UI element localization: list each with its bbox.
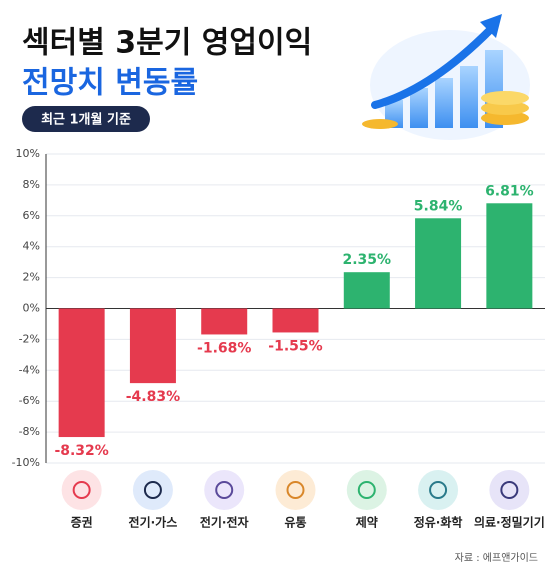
badge: 최근 1개월 기준 xyxy=(41,112,131,128)
value-label: 6.81% xyxy=(485,183,534,199)
sector-icon xyxy=(346,470,387,510)
chart-subtitle: 전망치 변동률 xyxy=(22,66,198,101)
x-tick-label: 의료·정밀기기 xyxy=(474,515,545,530)
y-tick-label: -6% xyxy=(19,394,40,407)
x-tick-label: 전기·가스 xyxy=(129,515,178,530)
y-tick-label: 8% xyxy=(23,178,40,191)
sector-icon-mark xyxy=(143,481,162,499)
value-label: -1.68% xyxy=(197,340,251,356)
value-label: -4.83% xyxy=(126,389,180,405)
sector-icon xyxy=(61,470,102,510)
bar xyxy=(272,308,319,333)
y-tick-label: 0% xyxy=(23,302,40,315)
bar xyxy=(343,272,390,309)
value-label: 5.84% xyxy=(414,198,463,214)
sector-icon xyxy=(275,470,316,510)
bar xyxy=(486,203,533,309)
bar xyxy=(415,218,462,309)
sector-icon-mark xyxy=(357,481,376,499)
y-tick-label: 6% xyxy=(23,209,40,222)
y-tick-label: 2% xyxy=(23,271,40,284)
value-label: -8.32% xyxy=(54,443,108,459)
sector-icon xyxy=(418,470,459,510)
bar xyxy=(129,308,176,384)
badge-bg xyxy=(22,106,150,132)
bar xyxy=(201,308,248,335)
sector-icon-mark xyxy=(215,481,234,499)
y-tick-label: -4% xyxy=(19,363,40,376)
y-tick-label: -10% xyxy=(12,456,40,469)
illustration xyxy=(362,14,530,140)
value-label: -1.55% xyxy=(268,338,322,354)
sector-icon-mark xyxy=(72,481,91,499)
chart-title: 섹터별 3분기 영업이익 xyxy=(22,26,312,61)
source: 자료 : 에프앤가이드 xyxy=(455,552,538,564)
sector-icon xyxy=(204,470,245,510)
y-tick-label: -8% xyxy=(19,425,40,438)
x-tick-label: 유통 xyxy=(284,515,306,530)
y-tick-label: -2% xyxy=(19,332,40,345)
x-tick-label: 제약 xyxy=(356,515,378,530)
sector-icon-mark xyxy=(429,481,448,499)
sector-icon xyxy=(489,470,530,510)
sector-icon-mark xyxy=(286,481,305,499)
x-tick-label: 증권 xyxy=(71,516,93,530)
bar xyxy=(58,308,105,438)
sector-icon-mark xyxy=(500,481,519,499)
y-tick-label: 10% xyxy=(16,147,40,160)
x-tick-label: 전기·전자 xyxy=(200,515,249,530)
value-label: 2.35% xyxy=(342,252,391,268)
sector-icon xyxy=(132,470,173,510)
y-tick-label: 4% xyxy=(23,240,40,253)
x-tick-label: 정유·화학 xyxy=(414,515,463,530)
